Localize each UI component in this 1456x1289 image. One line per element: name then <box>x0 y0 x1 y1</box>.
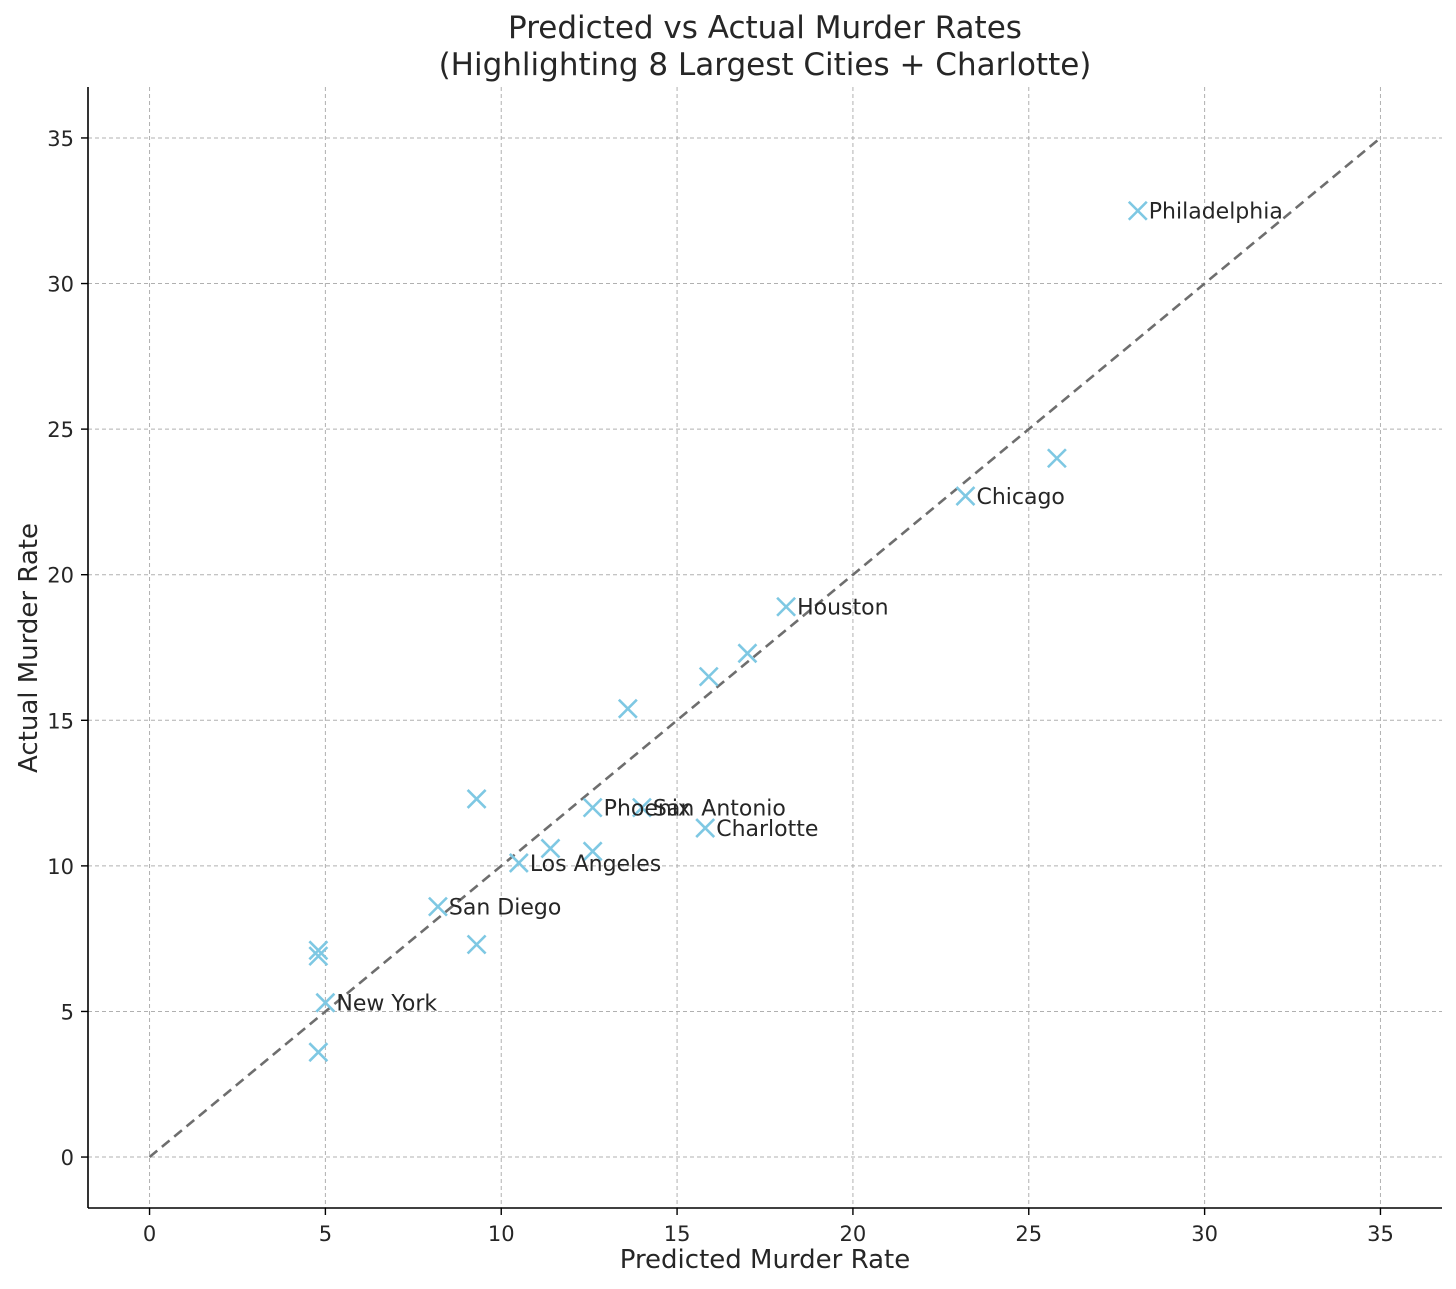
y-tick-label: 30 <box>47 273 74 297</box>
point-label: Los Angeles <box>530 852 661 877</box>
data-point <box>737 643 758 664</box>
x-tick-label: 10 <box>488 1222 515 1246</box>
data-point <box>540 838 561 859</box>
marker-stroke <box>466 788 487 809</box>
data-point <box>466 788 487 809</box>
data-point <box>315 992 336 1013</box>
data-point <box>582 797 603 818</box>
marker-stroke <box>508 853 529 873</box>
marker-stroke <box>428 896 448 917</box>
point-label: Houston <box>797 596 888 621</box>
data-point <box>582 841 603 862</box>
data-point <box>695 818 716 838</box>
y-tick-label: 20 <box>47 564 74 588</box>
grid <box>88 87 1442 1208</box>
data-point <box>776 596 797 617</box>
point-label: Charlotte <box>716 817 818 842</box>
marker-stroke <box>955 486 976 507</box>
y-tick-label: 0 <box>61 1146 74 1170</box>
data-point <box>698 666 719 687</box>
chart-title: Predicted vs Actual Murder Rates <box>508 10 1022 46</box>
data-point <box>955 486 976 507</box>
data-point <box>466 934 487 955</box>
x-tick-label: 20 <box>840 1222 867 1246</box>
marker-stroke <box>582 841 603 862</box>
x-tick-label: 5 <box>319 1222 332 1246</box>
data-point <box>508 853 529 873</box>
marker-stroke <box>698 666 719 687</box>
x-tick-label: 0 <box>143 1222 156 1246</box>
data-points <box>308 200 1148 1063</box>
marker-stroke <box>1046 448 1067 469</box>
data-point <box>428 896 448 917</box>
point-label: San Diego <box>449 896 561 921</box>
marker-stroke <box>315 992 336 1013</box>
marker-stroke <box>776 596 797 617</box>
data-point <box>631 797 652 818</box>
y-tick-label: 35 <box>47 127 74 151</box>
marker-stroke <box>308 946 329 967</box>
x-tick-label: 30 <box>1191 1222 1218 1246</box>
marker-stroke <box>617 698 638 719</box>
marker-stroke <box>466 934 487 955</box>
y-tick-label: 15 <box>47 709 74 733</box>
marker-stroke <box>308 940 329 961</box>
data-point <box>1127 200 1148 221</box>
marker-stroke <box>737 643 758 664</box>
x-tick-label: 25 <box>1015 1222 1042 1246</box>
chart-subtitle: (Highlighting 8 Largest Cities + Charlot… <box>439 47 1092 83</box>
point-label: Philadelphia <box>1149 200 1283 225</box>
x-tick-label: 35 <box>1367 1222 1394 1246</box>
reference-line <box>148 136 1382 1159</box>
marker-stroke <box>308 1042 329 1063</box>
data-point <box>617 698 638 719</box>
x-tick-label: 15 <box>664 1222 691 1246</box>
marker-stroke <box>582 797 603 818</box>
point-label: New York <box>336 992 437 1017</box>
marker-stroke <box>695 818 716 838</box>
y-tick-label: 5 <box>61 1000 74 1024</box>
x-axis-label: Predicted Murder Rate <box>620 1245 911 1275</box>
marker-stroke <box>540 838 561 859</box>
point-label: San Antonio <box>653 797 786 822</box>
data-point <box>1046 448 1067 469</box>
marker-stroke <box>631 797 652 818</box>
y-tick-label: 10 <box>47 855 74 879</box>
data-point <box>308 1042 329 1063</box>
data-point <box>308 946 329 967</box>
y-axis-label: Actual Murder Rate <box>14 523 44 773</box>
point-label: Chicago <box>976 485 1064 510</box>
data-point <box>308 940 329 961</box>
point-label: Phoenix <box>604 797 691 822</box>
marker-stroke <box>1127 200 1148 221</box>
reference-line-y-equals-x <box>148 136 1382 1159</box>
axis-ticks: 0 5 10 15 20 25 30 35 0 5 10 15 20 25 30 35 <box>47 127 1394 1246</box>
y-tick-label: 25 <box>47 418 74 442</box>
